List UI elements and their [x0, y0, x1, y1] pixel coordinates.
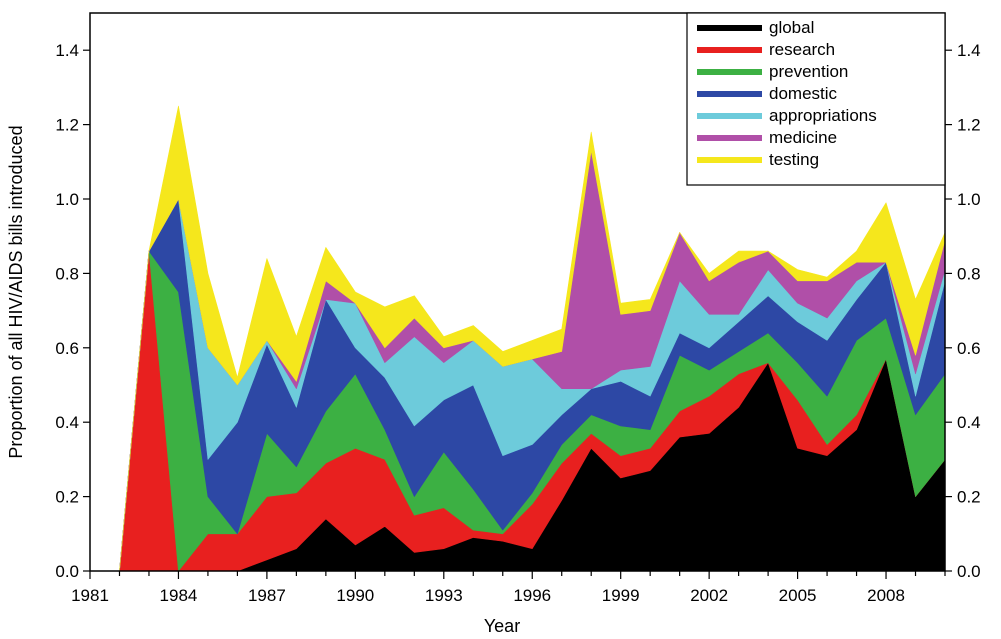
x-axis-label: Year — [484, 616, 520, 636]
y-tick-label-left: 1.0 — [55, 190, 79, 209]
y-tick-label-left: 0.6 — [55, 339, 79, 358]
y-tick-label-right: 0.4 — [957, 413, 981, 432]
x-tick-label: 2002 — [690, 586, 728, 605]
y-tick-label-left: 1.2 — [55, 116, 79, 135]
right-y-axis: 0.0 0.2 0.4 0.6 0.8 1.0 1.2 1.4 — [945, 41, 981, 581]
y-tick-label-right: 0.0 — [957, 562, 981, 581]
x-tick-label: 1993 — [425, 586, 463, 605]
legend-label-testing: testing — [769, 150, 819, 169]
legend: global research prevention domestic appropri… — [686, 12, 946, 186]
legend-box — [686, 12, 946, 186]
x-tick-label: 2005 — [779, 586, 817, 605]
x-tick-label: 1999 — [602, 586, 640, 605]
y-tick-label-right: 1.0 — [957, 190, 981, 209]
x-tick-label: 2008 — [867, 586, 905, 605]
y-tick-label-left: 1.4 — [55, 41, 79, 60]
y-tick-label-right: 1.4 — [957, 41, 981, 60]
x-tick-label: 1981 — [71, 586, 109, 605]
y-tick-label-right: 0.6 — [957, 339, 981, 358]
legend-label-domestic: domestic — [769, 84, 838, 103]
x-tick-label: 1987 — [248, 586, 286, 605]
plot-frame — [89, 12, 946, 572]
legend-label-global: global — [769, 18, 814, 37]
y-axis-label: Proportion of all HIV/AIDS bills introdu… — [6, 125, 26, 458]
y-tick-label-right: 0.2 — [957, 488, 981, 507]
left-y-axis: 0.0 0.2 0.4 0.6 0.8 1.0 1.2 1.4 — [55, 41, 90, 581]
y-tick-label-left: 0.4 — [55, 413, 79, 432]
x-tick-label: 1996 — [513, 586, 551, 605]
y-tick-label-left: 0.8 — [55, 264, 79, 283]
x-tick-label: 1990 — [336, 586, 374, 605]
y-tick-label-left: 0.0 — [55, 562, 79, 581]
legend-label-research: research — [769, 40, 835, 59]
legend-label-prevention: prevention — [769, 62, 848, 81]
x-axis: 1981 1984 1987 1990 1993 1996 1999 2002 2005 2008 — [71, 571, 946, 605]
legend-label-medicine: medicine — [769, 128, 837, 147]
x-tick-label: 1984 — [160, 586, 198, 605]
y-tick-label-left: 0.2 — [55, 488, 79, 507]
y-tick-label-right: 1.2 — [957, 116, 981, 135]
y-tick-label-right: 0.8 — [957, 264, 981, 283]
legend-label-appropriations: appropriations — [769, 106, 877, 125]
